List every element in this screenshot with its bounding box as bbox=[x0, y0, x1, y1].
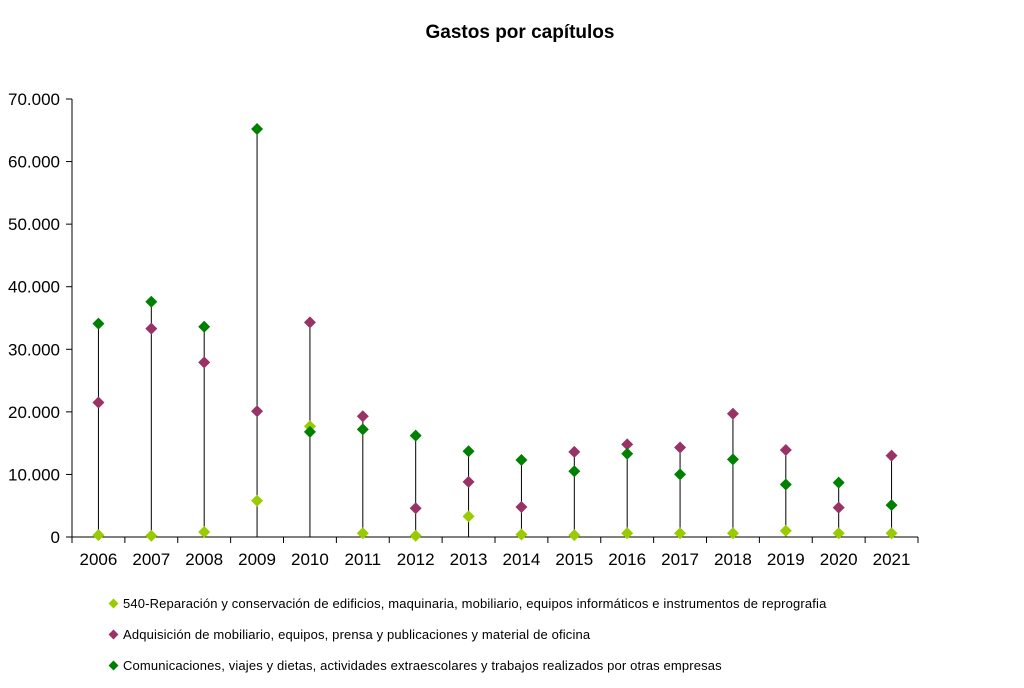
data-point-series-1 bbox=[621, 527, 634, 540]
x-tick-label: 2013 bbox=[450, 550, 488, 569]
data-point-series-2 bbox=[198, 356, 211, 369]
data-point-series-3 bbox=[198, 320, 211, 333]
legend-marker-series-2 bbox=[108, 629, 119, 640]
legend-label-series-2: Adquisición de mobiliario, equipos, pren… bbox=[123, 627, 591, 642]
data-point-series-2 bbox=[621, 438, 634, 451]
y-tick-label: 70.000 bbox=[8, 90, 60, 109]
x-tick-label: 2010 bbox=[291, 550, 329, 569]
y-tick-label: 20.000 bbox=[8, 403, 60, 422]
data-point-series-3 bbox=[409, 429, 422, 442]
data-point-series-2 bbox=[568, 445, 581, 458]
y-tick-label: 40.000 bbox=[8, 278, 60, 297]
data-point-series-3 bbox=[515, 454, 528, 467]
x-tick-label: 2008 bbox=[185, 550, 223, 569]
data-point-series-1 bbox=[779, 524, 792, 537]
data-point-series-1 bbox=[568, 529, 581, 542]
data-point-series-3 bbox=[356, 423, 369, 436]
data-point-series-2 bbox=[674, 441, 687, 454]
data-point-series-2 bbox=[832, 501, 845, 514]
data-point-series-1 bbox=[515, 528, 528, 541]
data-point-series-1 bbox=[832, 527, 845, 540]
legend-marker-series-1 bbox=[108, 598, 119, 609]
data-point-series-2 bbox=[409, 502, 422, 515]
data-point-series-1 bbox=[251, 494, 264, 507]
data-point-series-3 bbox=[726, 453, 739, 466]
data-point-series-2 bbox=[356, 410, 369, 423]
data-point-series-3 bbox=[303, 425, 316, 438]
chart-plot: 0 10.000 20.000 30.000 40.000 50.000 60.000 70.… bbox=[8, 90, 919, 569]
x-tick-label: 2016 bbox=[608, 550, 646, 569]
y-tick-label: 10.000 bbox=[8, 465, 60, 484]
x-tick-label: 2011 bbox=[345, 550, 382, 569]
data-point-series-1 bbox=[462, 510, 475, 523]
x-tick-label: 2009 bbox=[238, 550, 276, 569]
legend-marker-series-3 bbox=[108, 660, 119, 671]
x-tick-label: 2021 bbox=[873, 550, 911, 569]
data-point-series-1 bbox=[92, 529, 105, 542]
y-tick-label: 0 bbox=[51, 528, 60, 547]
data-point-series-3 bbox=[621, 447, 634, 460]
x-tick-label: 2006 bbox=[80, 550, 118, 569]
x-tick-label: 2015 bbox=[555, 550, 593, 569]
x-tick-label: 2020 bbox=[820, 550, 858, 569]
x-tick-label: 2014 bbox=[503, 550, 541, 569]
data-point-series-3 bbox=[568, 465, 581, 478]
data-point-series-2 bbox=[726, 407, 739, 420]
data-point-series-2 bbox=[145, 322, 158, 335]
data-point-series-2 bbox=[251, 405, 264, 418]
data-point-series-3 bbox=[92, 317, 105, 330]
data-point-series-3 bbox=[251, 123, 264, 136]
chart-legend: 540-Reparación y conservación de edifici… bbox=[108, 594, 827, 687]
legend-label-series-1: 540-Reparación y conservación de edifici… bbox=[123, 596, 827, 611]
y-tick-label: 30.000 bbox=[8, 340, 60, 359]
x-tick-label: 2018 bbox=[714, 550, 752, 569]
data-point-series-1 bbox=[885, 527, 898, 540]
x-tick-label: 2007 bbox=[132, 550, 170, 569]
y-tick-label: 60.000 bbox=[8, 153, 60, 172]
data-point-series-1 bbox=[674, 527, 687, 540]
data-point-series-3 bbox=[462, 445, 475, 458]
data-point-series-3 bbox=[674, 468, 687, 481]
data-point-series-3 bbox=[779, 478, 792, 491]
data-point-series-1 bbox=[726, 527, 739, 540]
data-point-series-3 bbox=[145, 295, 158, 308]
data-point-series-1 bbox=[145, 529, 158, 542]
data-point-series-3 bbox=[885, 499, 898, 512]
data-point-series-1 bbox=[409, 529, 422, 542]
data-point-series-3 bbox=[832, 476, 845, 489]
x-tick-label: 2017 bbox=[661, 550, 699, 569]
data-point-series-2 bbox=[462, 475, 475, 488]
data-point-series-1 bbox=[198, 525, 211, 538]
data-point-series-2 bbox=[779, 444, 792, 457]
data-point-series-1 bbox=[356, 527, 369, 540]
data-point-series-2 bbox=[885, 449, 898, 462]
data-point-series-2 bbox=[303, 316, 316, 329]
y-tick-label: 50.000 bbox=[8, 215, 60, 234]
chart-title: Gastos por capítulos bbox=[425, 22, 615, 43]
x-tick-label: 2012 bbox=[397, 550, 435, 569]
legend-item-series-2: Adquisición de mobiliario, equipos, pren… bbox=[108, 625, 826, 656]
legend-label-series-3: Comunicaciones, viajes y dietas, activid… bbox=[123, 658, 722, 673]
data-point-series-2 bbox=[515, 500, 528, 513]
legend-item-series-3: Comunicaciones, viajes y dietas, activid… bbox=[108, 656, 826, 687]
x-tick-label: 2019 bbox=[767, 550, 805, 569]
data-point-series-2 bbox=[92, 396, 105, 409]
legend-item-series-1: 540-Reparación y conservación de edifici… bbox=[108, 594, 827, 625]
